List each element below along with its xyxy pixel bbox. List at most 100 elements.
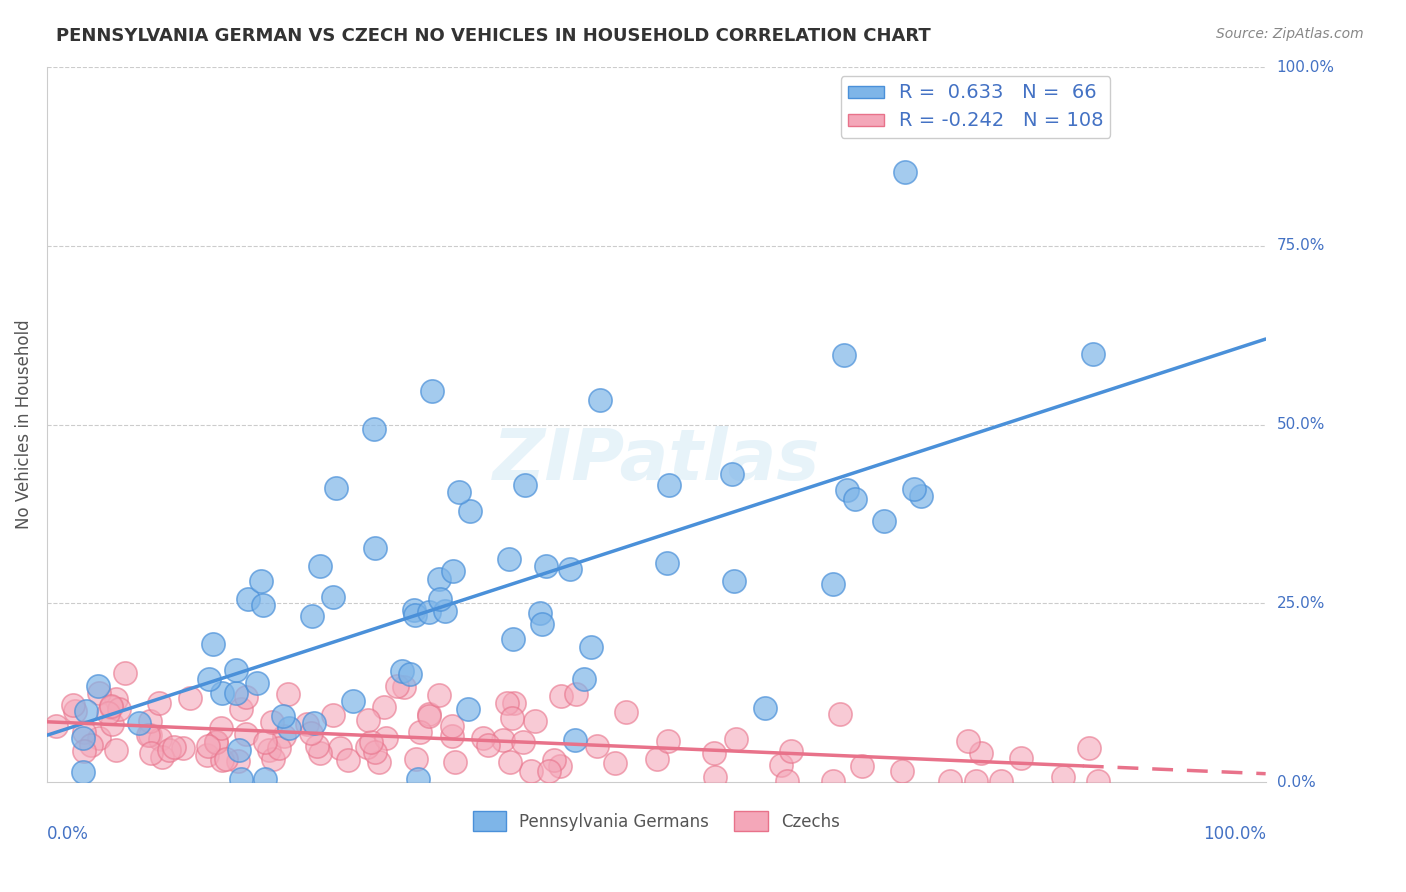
Point: [246, 675, 269, 690]
Point: [427, 688, 450, 702]
Point: [139, 727, 162, 741]
Point: [404, 607, 426, 622]
Point: [104, 692, 127, 706]
Point: [391, 664, 413, 678]
Point: [337, 753, 360, 767]
Point: [148, 696, 170, 710]
Point: [108, 702, 131, 716]
Point: [364, 541, 387, 555]
Point: [402, 602, 425, 616]
Point: [440, 729, 463, 743]
Point: [211, 686, 233, 700]
Point: [910, 489, 932, 503]
Point: [100, 699, 122, 714]
Point: [492, 733, 515, 747]
Point: [1087, 773, 1109, 788]
Point: [201, 636, 224, 650]
Point: [399, 666, 422, 681]
Point: [769, 757, 792, 772]
Point: [427, 572, 450, 586]
Point: [429, 592, 451, 607]
Point: [72, 764, 94, 779]
Point: [228, 754, 250, 768]
Point: [250, 574, 273, 589]
Point: [364, 745, 387, 759]
Point: [538, 764, 561, 778]
Point: [418, 709, 440, 723]
Point: [309, 746, 332, 760]
Point: [215, 751, 238, 765]
Point: [970, 746, 993, 760]
Point: [477, 738, 499, 752]
Point: [254, 734, 277, 748]
Point: [139, 714, 162, 729]
Point: [512, 735, 534, 749]
Point: [409, 724, 432, 739]
Point: [209, 721, 232, 735]
Point: [574, 672, 596, 686]
Point: [262, 752, 284, 766]
Point: [157, 743, 180, 757]
Text: Source: ZipAtlas.com: Source: ZipAtlas.com: [1216, 27, 1364, 41]
Point: [605, 756, 627, 771]
Point: [1077, 740, 1099, 755]
Point: [198, 672, 221, 686]
Point: [342, 694, 364, 708]
Point: [515, 478, 537, 492]
Point: [73, 725, 96, 739]
Point: [418, 707, 440, 722]
Point: [252, 599, 274, 613]
Text: 100.0%: 100.0%: [1277, 60, 1334, 75]
Text: 25.0%: 25.0%: [1277, 596, 1324, 611]
Point: [990, 773, 1012, 788]
Text: 0.0%: 0.0%: [1277, 774, 1316, 789]
Point: [238, 592, 260, 607]
Point: [851, 758, 873, 772]
Point: [903, 483, 925, 497]
Point: [529, 607, 551, 621]
Point: [297, 716, 319, 731]
Point: [614, 705, 637, 719]
Point: [776, 773, 799, 788]
Point: [114, 666, 136, 681]
Point: [100, 699, 122, 714]
Point: [893, 165, 915, 179]
Point: [1052, 770, 1074, 784]
Point: [1010, 751, 1032, 765]
Point: [433, 604, 456, 618]
Point: [225, 686, 247, 700]
Point: [721, 467, 744, 481]
Point: [162, 739, 184, 754]
Point: [101, 716, 124, 731]
Point: [520, 764, 543, 779]
Point: [62, 698, 84, 712]
Point: [277, 721, 299, 735]
Point: [373, 699, 395, 714]
Point: [105, 743, 128, 757]
Point: [179, 690, 201, 705]
Point: [271, 709, 294, 723]
Point: [458, 503, 481, 517]
Text: ZIPatlas: ZIPatlas: [492, 425, 820, 495]
Point: [565, 687, 588, 701]
Point: [830, 706, 852, 721]
Point: [301, 609, 323, 624]
Point: [780, 744, 803, 758]
Point: [457, 702, 479, 716]
Point: [277, 687, 299, 701]
Point: [498, 552, 520, 566]
Point: [273, 729, 295, 743]
Point: [523, 714, 546, 729]
Point: [471, 731, 494, 746]
Point: [560, 562, 582, 576]
Point: [225, 663, 247, 677]
Point: [754, 701, 776, 715]
Point: [45, 718, 67, 732]
Point: [835, 483, 858, 497]
Point: [97, 706, 120, 720]
Point: [844, 492, 866, 507]
Point: [704, 771, 727, 785]
Point: [204, 735, 226, 749]
Point: [405, 752, 427, 766]
Point: [325, 481, 347, 495]
